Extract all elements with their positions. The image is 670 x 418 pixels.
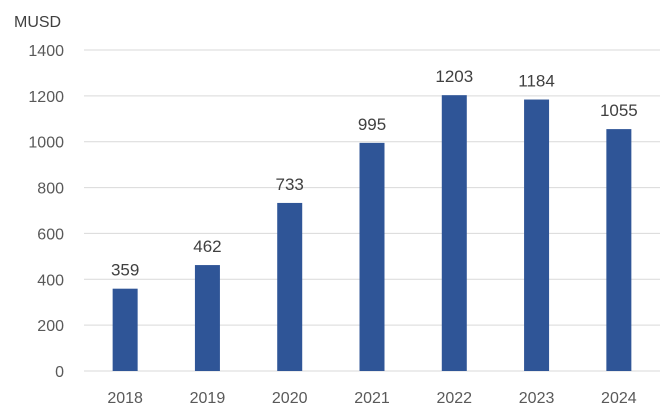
data-label-2018: 359 — [111, 261, 139, 280]
data-label-2019: 462 — [193, 237, 221, 256]
y-tick-label: 1400 — [28, 43, 64, 60]
x-tick-label-2021: 2021 — [354, 390, 390, 407]
data-label-2020: 733 — [276, 175, 304, 194]
x-tick-label-2022: 2022 — [436, 390, 472, 407]
bar-2022 — [441, 95, 467, 372]
bar-2019 — [194, 265, 220, 371]
x-tick-label-2023: 2023 — [519, 390, 555, 407]
bars — [112, 95, 632, 372]
y-tick-label: 1000 — [28, 135, 64, 152]
y-tick-label: 600 — [37, 226, 64, 243]
bar-2020 — [277, 202, 303, 371]
y-tick-label: 400 — [37, 272, 64, 289]
y-tick-label: 0 — [55, 364, 64, 381]
data-label-2023: 1184 — [518, 72, 555, 91]
data-labels: 359 462 733 995 1203 1184 1055 — [111, 67, 638, 280]
bar-2018 — [112, 288, 138, 371]
data-label-2021: 995 — [358, 115, 386, 134]
data-label-2024: 1055 — [600, 101, 638, 120]
x-axis-ticks: 2018 2019 2020 2021 2022 2023 2024 — [107, 390, 636, 407]
y-tick-label: 1200 — [28, 89, 64, 106]
bar-2023 — [524, 99, 550, 372]
y-tick-label: 800 — [37, 181, 64, 198]
data-label-2022: 1203 — [435, 67, 473, 86]
x-tick-label-2024: 2024 — [601, 390, 637, 407]
y-axis-ticks: 0 200 400 600 800 1000 1200 1400 — [28, 43, 64, 381]
bar-2021 — [359, 142, 385, 371]
x-tick-label-2020: 2020 — [272, 390, 308, 407]
y-unit-label: MUSD — [14, 14, 61, 31]
x-tick-label-2019: 2019 — [190, 390, 226, 407]
x-tick-label-2018: 2018 — [107, 390, 143, 407]
bar-2024 — [606, 129, 632, 371]
y-tick-label: 200 — [37, 318, 64, 335]
